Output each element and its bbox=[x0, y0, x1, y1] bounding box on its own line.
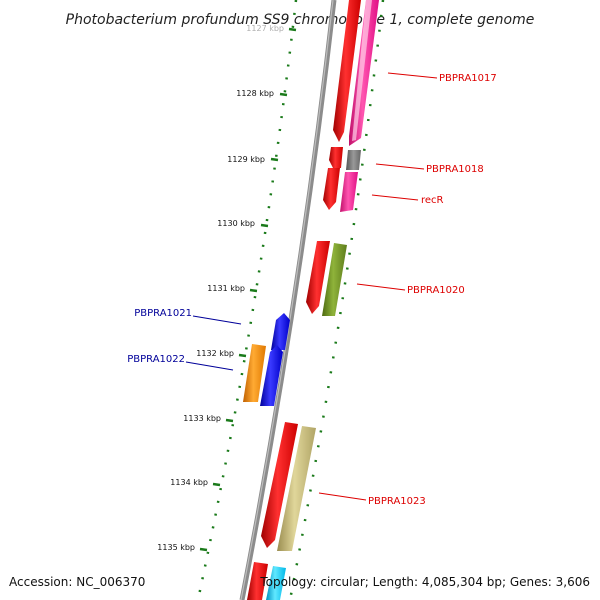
gene-feature-blue[interactable] bbox=[271, 313, 290, 350]
tick-mark bbox=[238, 353, 247, 358]
chromosome-backbone-highlight bbox=[240, 0, 334, 600]
gene-feature-cyan[interactable] bbox=[266, 566, 286, 600]
gene-feature-blue[interactable] bbox=[260, 345, 283, 406]
tick-label: 1135 kbp bbox=[157, 543, 195, 552]
gene-label-pbpra1018[interactable]: PBPRA1018 bbox=[426, 164, 484, 175]
callout-line bbox=[375, 163, 425, 170]
gene-feature-khaki[interactable] bbox=[277, 426, 316, 551]
callout-line bbox=[371, 194, 419, 201]
gene-feature-pink[interactable] bbox=[340, 172, 358, 212]
feature-group-1020 bbox=[306, 241, 347, 316]
feature-group-1017 bbox=[333, 0, 379, 146]
gene-feature-red[interactable] bbox=[261, 422, 298, 548]
tick-label: 1128 kbp bbox=[236, 89, 274, 98]
gene-feature-grey[interactable] bbox=[346, 150, 361, 170]
gene-feature-red[interactable] bbox=[323, 168, 340, 210]
accession-text: Accession: NC_006370 bbox=[9, 575, 145, 589]
tick-mark bbox=[288, 27, 297, 32]
gene-feature-red[interactable] bbox=[333, 0, 361, 142]
tick-mark bbox=[199, 547, 208, 552]
tick-mark bbox=[270, 157, 279, 162]
gene-feature-red[interactable] bbox=[247, 562, 268, 600]
tick-mark bbox=[249, 288, 258, 293]
feature-group-1021 bbox=[271, 313, 290, 350]
gene-feature-red[interactable] bbox=[306, 241, 330, 314]
gene-label-pbpra1023[interactable]: PBPRA1023 bbox=[368, 496, 426, 507]
feature-group-1018 bbox=[329, 147, 361, 170]
callout-line bbox=[318, 492, 367, 501]
tick-mark bbox=[225, 418, 234, 423]
scale-ticks: 1127 kbp 1128 kbp 1129 kbp 1130 kbp 1131… bbox=[157, 24, 297, 552]
gene-label-pbpra1021[interactable]: PBPRA1021 bbox=[134, 308, 192, 319]
tick-mark bbox=[260, 223, 269, 228]
gene-labels: PBPRA1017 PBPRA1018 recR PBPRA1020 PBPRA… bbox=[127, 72, 497, 507]
callout-line bbox=[387, 72, 438, 79]
gene-label-pbpra1017[interactable]: PBPRA1017 bbox=[439, 73, 497, 84]
tick-mark bbox=[212, 482, 221, 487]
tick-label: 1133 kbp bbox=[183, 414, 221, 423]
map-title: Photobacterium profundum SS9 chromosome … bbox=[66, 12, 535, 28]
tick-label: 1129 kbp bbox=[227, 155, 265, 164]
tick-label: 1131 kbp bbox=[207, 284, 245, 293]
gene-label-pbpra1022[interactable]: PBPRA1022 bbox=[127, 354, 185, 365]
gene-label-pbpra1020[interactable]: PBPRA1020 bbox=[407, 285, 465, 296]
gene-label-recr[interactable]: recR bbox=[421, 195, 444, 206]
feature-group-1023 bbox=[261, 422, 316, 551]
gene-feature-pink-light bbox=[352, 0, 372, 141]
feature-group-1022 bbox=[243, 344, 283, 406]
callout-line bbox=[185, 361, 234, 371]
tick-label: 1132 kbp bbox=[196, 349, 234, 358]
callout-line bbox=[192, 315, 242, 325]
callout-line bbox=[356, 283, 406, 291]
gene-feature-olive[interactable] bbox=[322, 243, 347, 316]
gene-feature-red[interactable] bbox=[329, 147, 343, 168]
tick-label: 1130 kbp bbox=[217, 219, 255, 228]
gene-feature-orange[interactable] bbox=[243, 344, 266, 402]
tick-label: 1134 kbp bbox=[170, 478, 208, 487]
feature-group-bottom bbox=[247, 562, 286, 600]
tick-label: 1127 kbp bbox=[246, 24, 284, 33]
tick-mark bbox=[279, 92, 288, 97]
topology-text: Topology: circular; Length: 4,085,304 bp… bbox=[259, 575, 590, 589]
feature-group-recR bbox=[323, 168, 358, 212]
chromosome-backbone bbox=[239, 0, 337, 600]
